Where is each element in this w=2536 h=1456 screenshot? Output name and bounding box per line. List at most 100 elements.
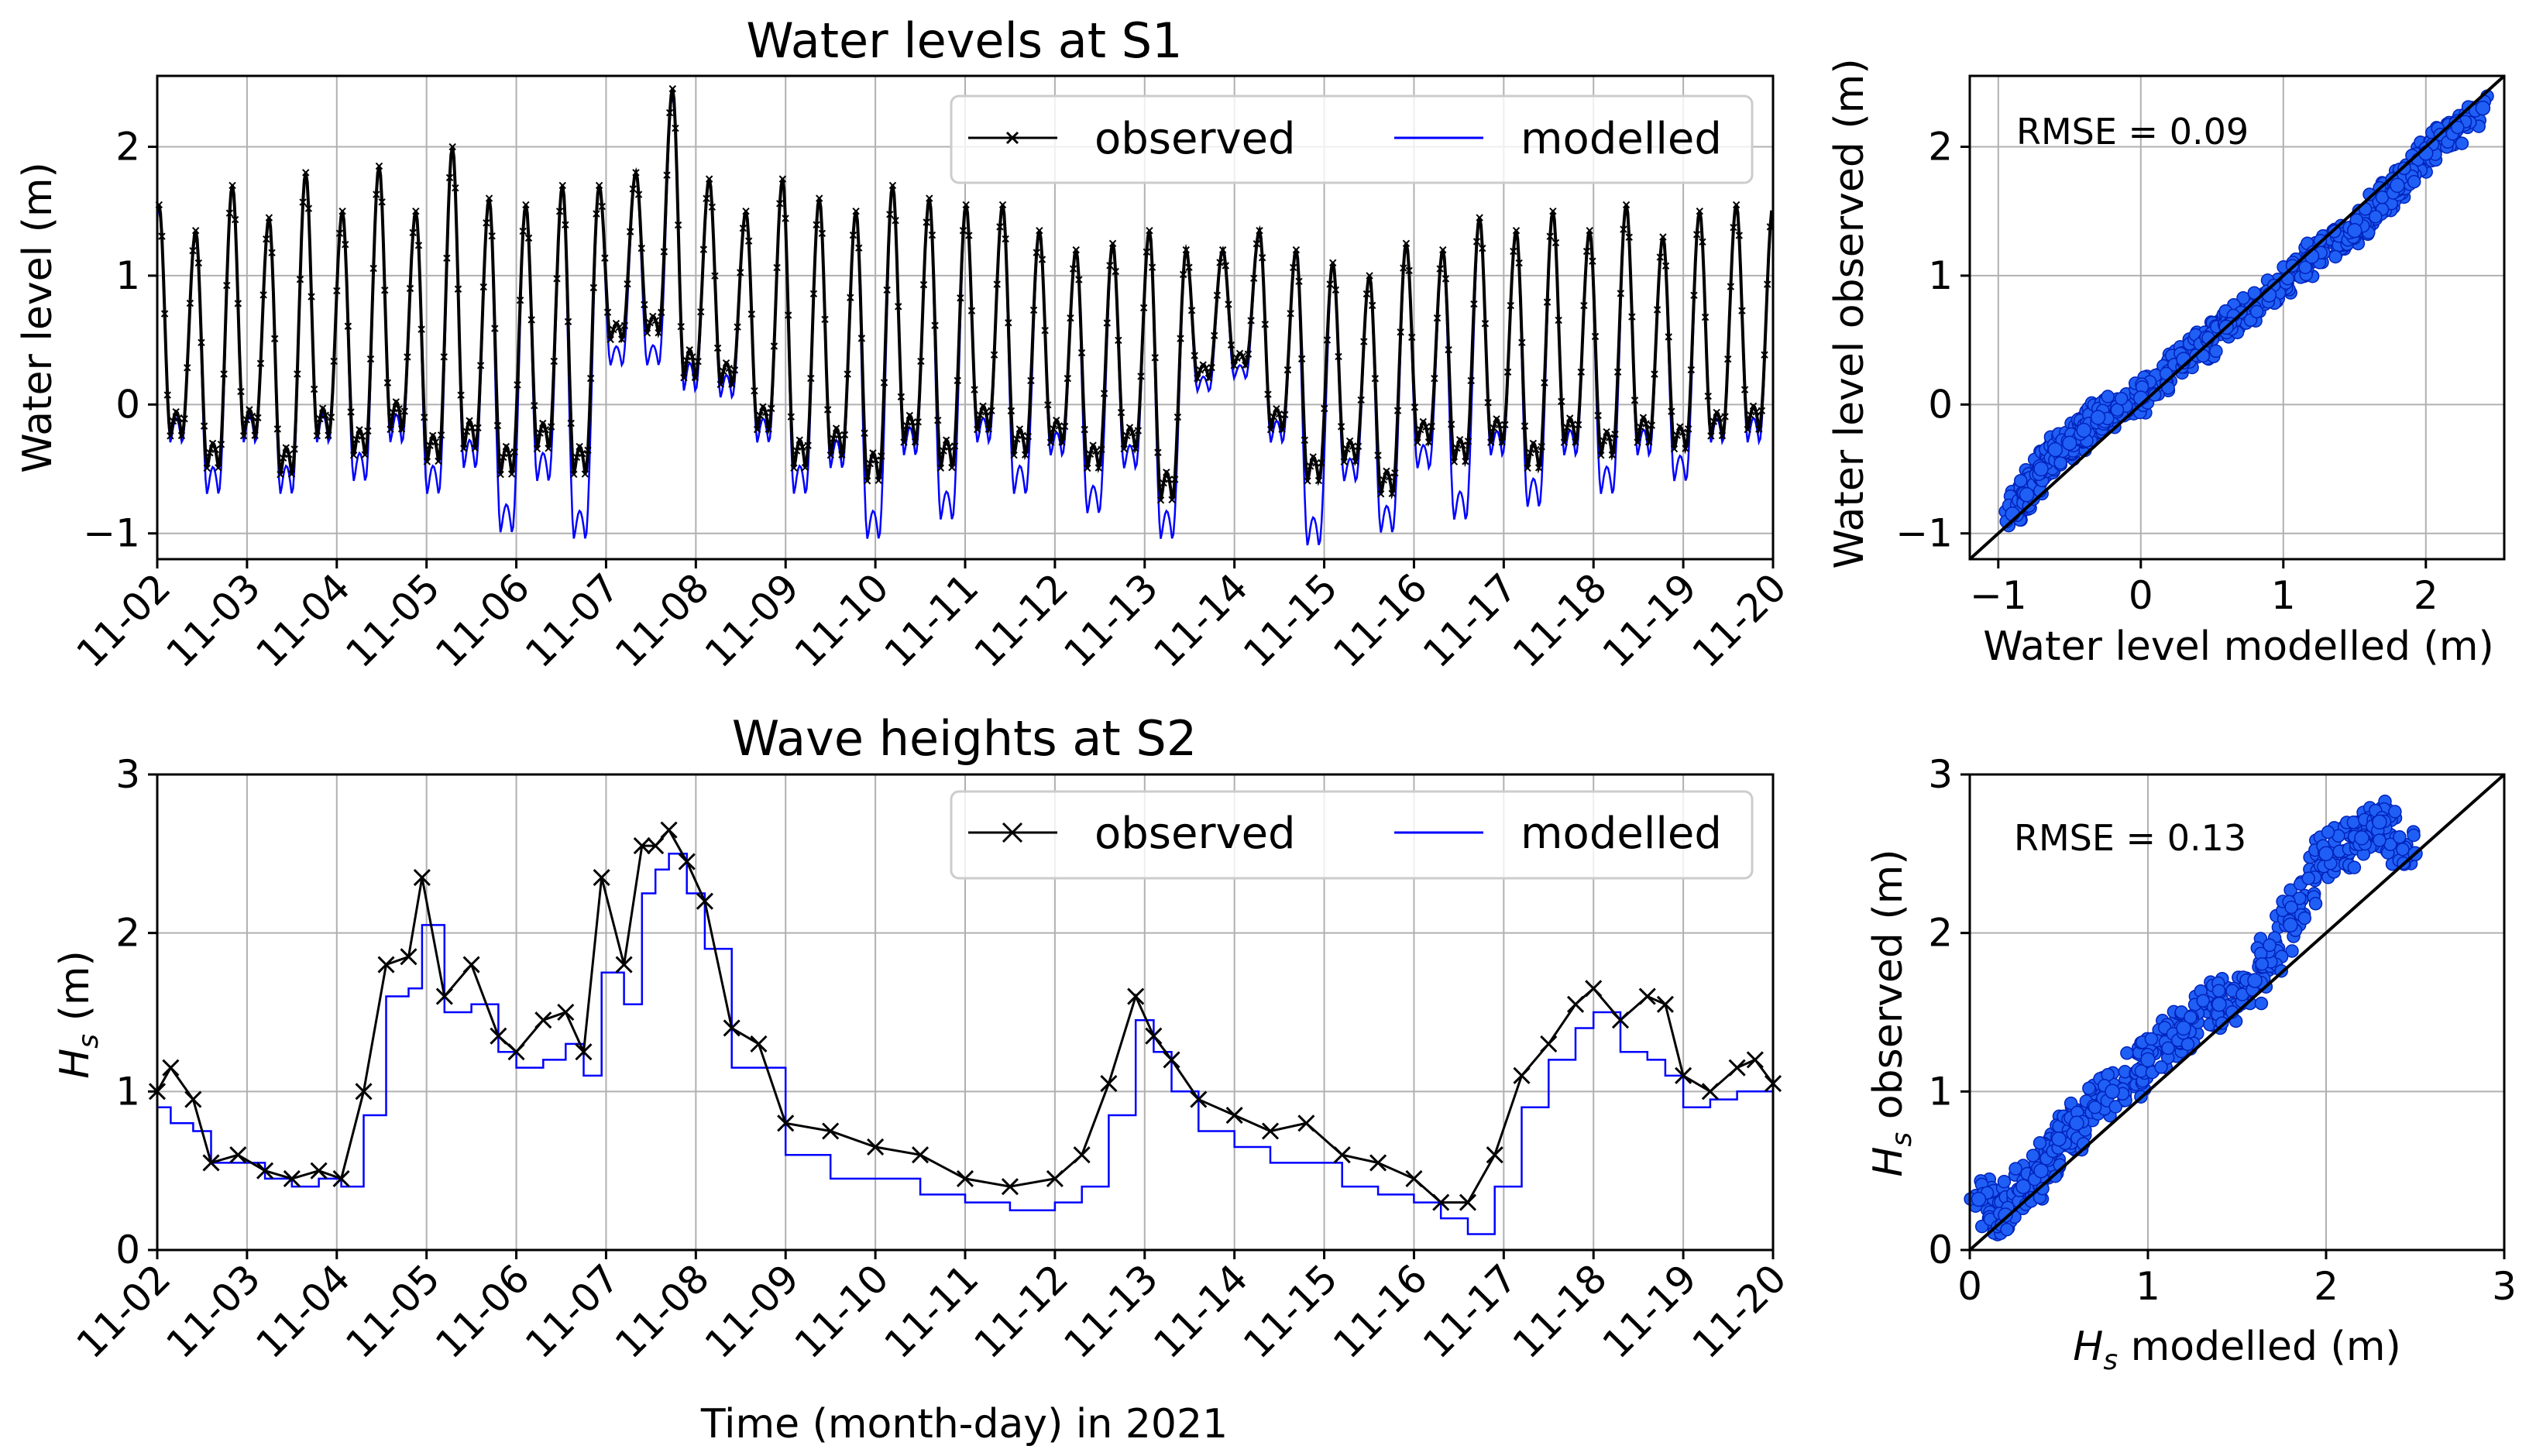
wl-observed-marker [1154,448,1162,456]
wl-observed-marker [816,194,823,202]
wl-observed-marker [1546,232,1554,240]
hs-timeseries-legend: observed modelled [950,790,1754,880]
wl-xtick-label-9: 11-11 [876,565,988,676]
hs-observed-marker-37 [1100,1075,1118,1093]
wl-observed-marker [1493,415,1500,423]
wl-observed-marker [1721,413,1729,421]
wl-xtick-label-0: 11-02 [68,565,180,676]
wl-legend-observed-marker [1005,131,1019,145]
hs-sc-ylabel-sub: s [1886,1132,1918,1147]
wl-observed-marker [655,329,662,337]
wl-observed-marker [1171,476,1179,483]
hs-observed-marker-5 [256,1162,274,1180]
wl-observed-marker [586,374,595,383]
wl-observed-marker [1673,431,1681,439]
wl-observed-marker [1177,335,1184,342]
wl-observed-marker [1651,370,1658,378]
wl-observed-marker [1608,451,1617,459]
wl-observed-marker [1290,263,1297,272]
wls-ytick-label-2: 1 [1928,253,1953,298]
hss-cloud-point [2082,1081,2096,1095]
wl-observed-marker [167,432,174,440]
wl-observed-marker [770,342,778,350]
wl-observed-marker [175,414,183,422]
hs-observed-marker-24 [660,821,678,839]
wl-xtick-label-12: 11-14 [1145,565,1256,676]
hs-observed-marker-57 [1656,995,1674,1013]
wl-ytick-label-2: 1 [115,253,140,298]
hs-observed-marker-56 [1638,987,1656,1005]
wl-observed-marker [373,191,380,198]
wl-observed-marker [541,426,550,434]
wl-observed-marker [1369,301,1376,310]
wl-timeseries-legend: observed modelled [950,94,1754,184]
wl-observed-marker [807,374,815,383]
wl-observed-marker [990,351,998,359]
wl-observed-marker [768,404,775,413]
wl-observed-marker [612,319,620,328]
wl-scatter-ylabel: Water level observed (m) [1826,58,1873,568]
wl-observed-marker [1146,226,1153,235]
hs-observed-marker-49 [1459,1193,1477,1211]
wl-observed-marker [988,407,995,415]
wl-observed-marker [1216,259,1224,266]
wl-observed-marker [507,470,516,478]
hs-observed-marker-50 [1486,1146,1503,1164]
wl-observed-marker [595,181,603,190]
wls-point-13 [2390,177,2405,194]
wls-point-4 [2062,435,2077,451]
wl-observed-marker [716,380,724,389]
wl-observed-marker [1436,265,1444,273]
wl-scatter-xlabel: Water level modelled (m) [1983,623,2494,670]
wl-observed-marker [435,457,442,465]
wl-observed-marker [923,218,930,226]
hss-point-1 [1998,1207,2013,1223]
wl-observed-marker [172,407,180,416]
hss-point-0 [1971,1191,1987,1207]
wl-observed-marker [426,441,434,449]
wl-observed-marker [1464,438,1472,445]
hs-series-modelled [157,853,1775,1235]
wl-observed-marker [206,448,214,457]
hs-scatter-xlabel: Hs modelled (m) [2073,1324,2401,1376]
wl-observed-marker [593,210,600,218]
wl-observed-marker [1139,304,1148,312]
hs-xtick-label-1: 11-03 [158,1255,270,1367]
wl-observed-marker [564,318,572,326]
wl-observed-marker [637,244,645,252]
hs-observed-marker-7 [310,1162,328,1180]
wl-observed-marker [632,169,640,177]
hss-cloud-point [2009,1162,2022,1176]
hss-xtick-label-0: 0 [1957,1264,1982,1309]
wl-observed-marker [699,246,708,253]
hss-cloud-point [2154,1060,2168,1074]
wl-xtick-label-15: 11-17 [1414,565,1526,676]
wl-observed-marker [397,425,406,433]
wl-observed-marker [1543,298,1551,306]
wl-observed-marker [1287,310,1294,318]
wl-observed-marker [756,411,764,420]
hs-observed-marker-38 [1127,987,1145,1005]
wl-observed-marker [1233,354,1241,362]
wl-observed-marker [1625,233,1633,241]
wl-observed-marker [985,425,993,433]
wl-observed-marker [223,281,231,290]
wl-observed-marker [936,464,945,472]
wl-observed-marker [1227,341,1235,349]
wl-observed-marker [739,224,747,232]
wl-observed-marker [1072,246,1080,254]
wls-cloud-point [2328,249,2342,264]
wl-observed-marker [1211,331,1218,340]
wl-observed-marker [1442,275,1450,283]
wl-observed-marker [1225,300,1232,308]
wl-observed-marker [263,235,270,243]
wl-observed-marker [1524,464,1531,472]
wl-observed-marker [347,408,355,416]
wl-xtick-label-18: 11-20 [1684,565,1795,676]
wl-observed-marker [285,451,293,458]
wl-observed-marker [392,398,400,406]
wl-observed-marker [1084,464,1091,472]
wl-observed-marker [830,434,837,443]
wl-observed-marker [1332,286,1340,294]
wl-observed-marker [352,435,361,444]
